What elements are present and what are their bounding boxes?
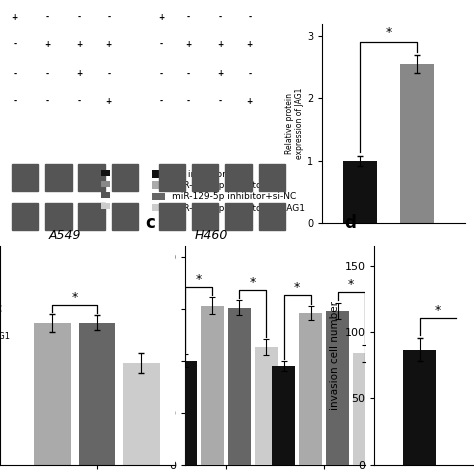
Bar: [400, 64, 434, 223]
Text: *: *: [250, 276, 256, 289]
Text: *: *: [385, 26, 392, 39]
Text: +: +: [76, 70, 82, 78]
Bar: [159, 203, 185, 230]
Text: +: +: [106, 97, 112, 106]
Text: -: -: [187, 13, 190, 22]
Text: -: -: [78, 97, 81, 106]
Text: -: -: [187, 70, 190, 78]
Bar: [201, 306, 224, 465]
Bar: [259, 164, 285, 191]
Y-axis label: migration cell number: migration cell number: [140, 298, 151, 413]
Text: H460: H460: [195, 228, 228, 242]
Text: +: +: [44, 40, 50, 49]
Text: -: -: [248, 70, 251, 78]
Bar: [255, 347, 278, 465]
Text: +: +: [246, 40, 253, 49]
Bar: [192, 164, 219, 191]
Y-axis label: Relative protein
expression of JAG1: Relative protein expression of JAG1: [285, 88, 304, 159]
Bar: [403, 349, 436, 465]
Text: +: +: [158, 13, 165, 22]
Bar: [225, 164, 252, 191]
Bar: [353, 354, 376, 465]
Text: +: +: [185, 40, 191, 49]
Text: -: -: [160, 70, 163, 78]
Y-axis label: invasion cell number: invasion cell number: [330, 301, 340, 410]
Text: c: c: [145, 214, 155, 232]
Bar: [225, 203, 252, 230]
Text: -: -: [78, 13, 81, 22]
Bar: [272, 366, 295, 465]
Text: +: +: [246, 97, 253, 106]
Text: -: -: [219, 97, 222, 106]
Bar: [174, 361, 197, 465]
Text: inhibitor+si-JAG1: inhibitor+si-JAG1: [0, 331, 10, 340]
Text: *: *: [196, 273, 202, 286]
Text: +: +: [11, 13, 18, 22]
Bar: [112, 164, 138, 191]
Text: -: -: [160, 40, 163, 49]
Bar: [34, 323, 71, 465]
Text: +: +: [217, 70, 224, 78]
Text: +: +: [106, 40, 112, 49]
Legend: , , , : , , ,: [100, 167, 118, 212]
Text: A549: A549: [48, 228, 81, 242]
Text: -: -: [13, 70, 16, 78]
Bar: [45, 164, 72, 191]
Text: -: -: [107, 13, 110, 22]
Text: -: -: [219, 13, 222, 22]
Text: +: +: [217, 40, 224, 49]
Text: -: -: [13, 97, 16, 106]
Text: +: +: [76, 40, 82, 49]
Text: inhibitor+si-NC: inhibitor+si-NC: [0, 305, 3, 314]
Text: -: -: [46, 13, 48, 22]
Legend: NC inhibitor, miR-129-5p inhibitor, miR-129-5p inhibitor+si-NC, miR-129-5p inhib: NC inhibitor, miR-129-5p inhibitor, miR-…: [150, 168, 307, 215]
Text: -: -: [248, 13, 251, 22]
Text: -: -: [160, 97, 163, 106]
Text: *: *: [294, 281, 300, 294]
Bar: [112, 203, 138, 230]
Bar: [123, 363, 160, 465]
Text: -: -: [46, 70, 48, 78]
Text: *: *: [72, 291, 78, 304]
Bar: [343, 161, 377, 223]
Bar: [45, 203, 72, 230]
Bar: [299, 313, 322, 465]
Bar: [79, 323, 115, 465]
Text: -: -: [46, 97, 48, 106]
Text: *: *: [435, 303, 441, 317]
Bar: [259, 203, 285, 230]
Bar: [12, 164, 38, 191]
Bar: [12, 203, 38, 230]
Bar: [159, 164, 185, 191]
Bar: [78, 164, 105, 191]
Text: *: *: [348, 278, 354, 291]
Bar: [192, 203, 219, 230]
Text: d: d: [345, 214, 356, 232]
Bar: [326, 311, 349, 465]
Bar: [78, 203, 105, 230]
Text: -: -: [13, 40, 16, 49]
Bar: [228, 308, 251, 465]
Text: -: -: [187, 97, 190, 106]
Text: -: -: [107, 70, 110, 78]
